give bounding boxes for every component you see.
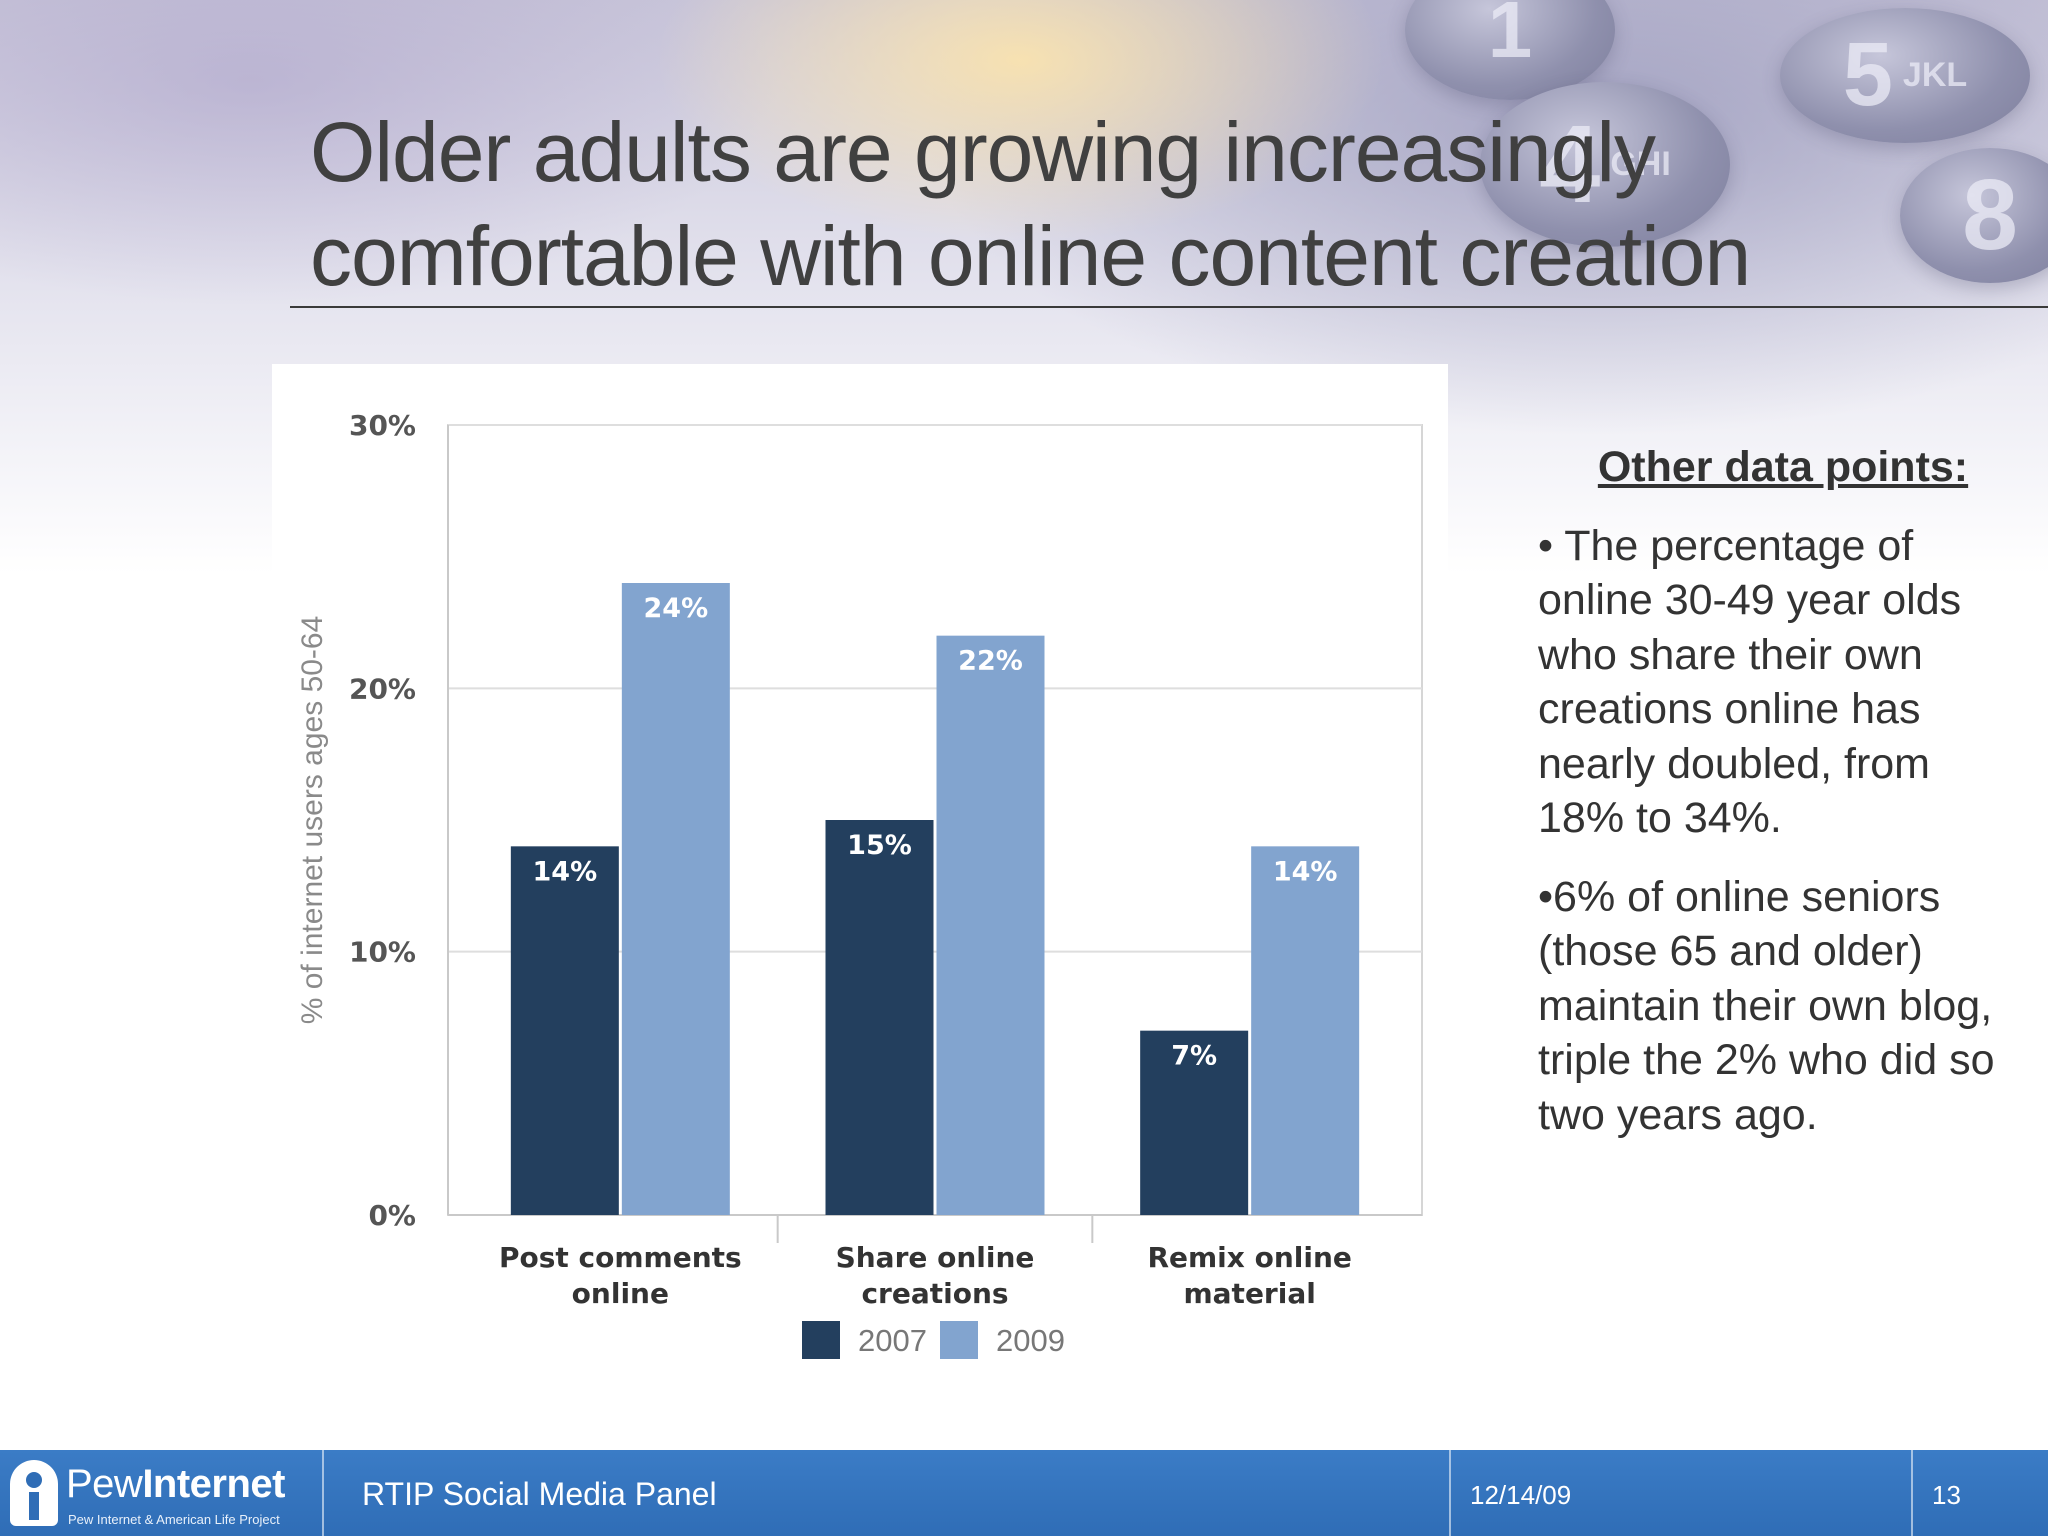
pew-logo-icon — [10, 1460, 58, 1526]
bullet-2: •6% of online seniors (those 65 and olde… — [1538, 872, 1995, 1139]
y-tick-label: 0% — [368, 1199, 416, 1232]
bar-chart: 0% 10% 20% 30% % of internet users ages 50-6… — [296, 409, 1423, 1359]
footer-divider — [1449, 1450, 1451, 1536]
footer-divider — [322, 1450, 324, 1536]
page-number: 13 — [1932, 1480, 1961, 1510]
bar-2007 — [825, 820, 934, 1215]
slide-title-line-1: Older adults are growing increasingly — [310, 105, 1656, 199]
data-label: 22% — [958, 646, 1023, 677]
keypad-key-8: 8 — [1900, 148, 2048, 283]
legend-label: 2009 — [996, 1323, 1065, 1358]
keypad-key-4: 4 GHI — [1480, 82, 1730, 247]
footer-bar: PewInternet Pew Internet & American Life… — [0, 1450, 2048, 1536]
bar-2007 — [1140, 1030, 1249, 1215]
data-label: 15% — [847, 830, 912, 861]
presentation-title: RTIP Social Media Panel — [362, 1476, 717, 1512]
data-label: 14% — [1273, 856, 1338, 887]
legend-swatch-2007 — [802, 1321, 840, 1359]
keypad-key-5: 5 JKL — [1780, 8, 2030, 143]
x-category-label: online — [572, 1277, 669, 1310]
x-category-label: Remix online — [1147, 1241, 1351, 1274]
logo-word-internet: Internet — [142, 1462, 285, 1506]
x-category-label: Post comments — [499, 1241, 742, 1274]
presentation-date: 12/14/09 — [1470, 1480, 1572, 1510]
bar-2007 — [510, 846, 619, 1215]
logo-subtitle: Pew Internet & American Life Project — [68, 1512, 280, 1527]
slide-title: Older adults are growing increasingly co… — [310, 100, 1810, 308]
pew-logo-text: PewInternet — [66, 1462, 285, 1506]
bar-2009 — [936, 635, 1045, 1215]
legend-label: 2007 — [858, 1323, 927, 1358]
x-category-label: Share online — [836, 1241, 1035, 1274]
y-axis-label: % of internet users ages 50-64 — [296, 616, 329, 1025]
footer-divider — [1911, 1450, 1913, 1536]
other-data-points-heading: Other data points: — [1597, 443, 1969, 491]
bar-2009 — [621, 583, 730, 1215]
y-tick-label: 20% — [349, 672, 416, 705]
x-category-label: creations — [861, 1277, 1008, 1310]
bar-2009 — [1251, 846, 1360, 1215]
other-data-points: Other data points: • The percentage of o… — [1538, 440, 2008, 1166]
data-label: 14% — [533, 856, 598, 887]
y-tick-label: 10% — [349, 936, 416, 969]
title-divider — [290, 306, 2048, 308]
y-tick-label: 30% — [349, 409, 416, 442]
x-category-label: material — [1183, 1277, 1315, 1310]
bullet-1: • The percentage of online 30-49 year ol… — [1538, 521, 1962, 843]
data-label: 24% — [644, 593, 709, 624]
legend-swatch-2009 — [940, 1321, 978, 1359]
data-label: 7% — [1171, 1041, 1217, 1072]
slide-title-line-2: comfortable with online content creation — [310, 209, 1751, 303]
logo-word-pew: Pew — [66, 1462, 143, 1506]
